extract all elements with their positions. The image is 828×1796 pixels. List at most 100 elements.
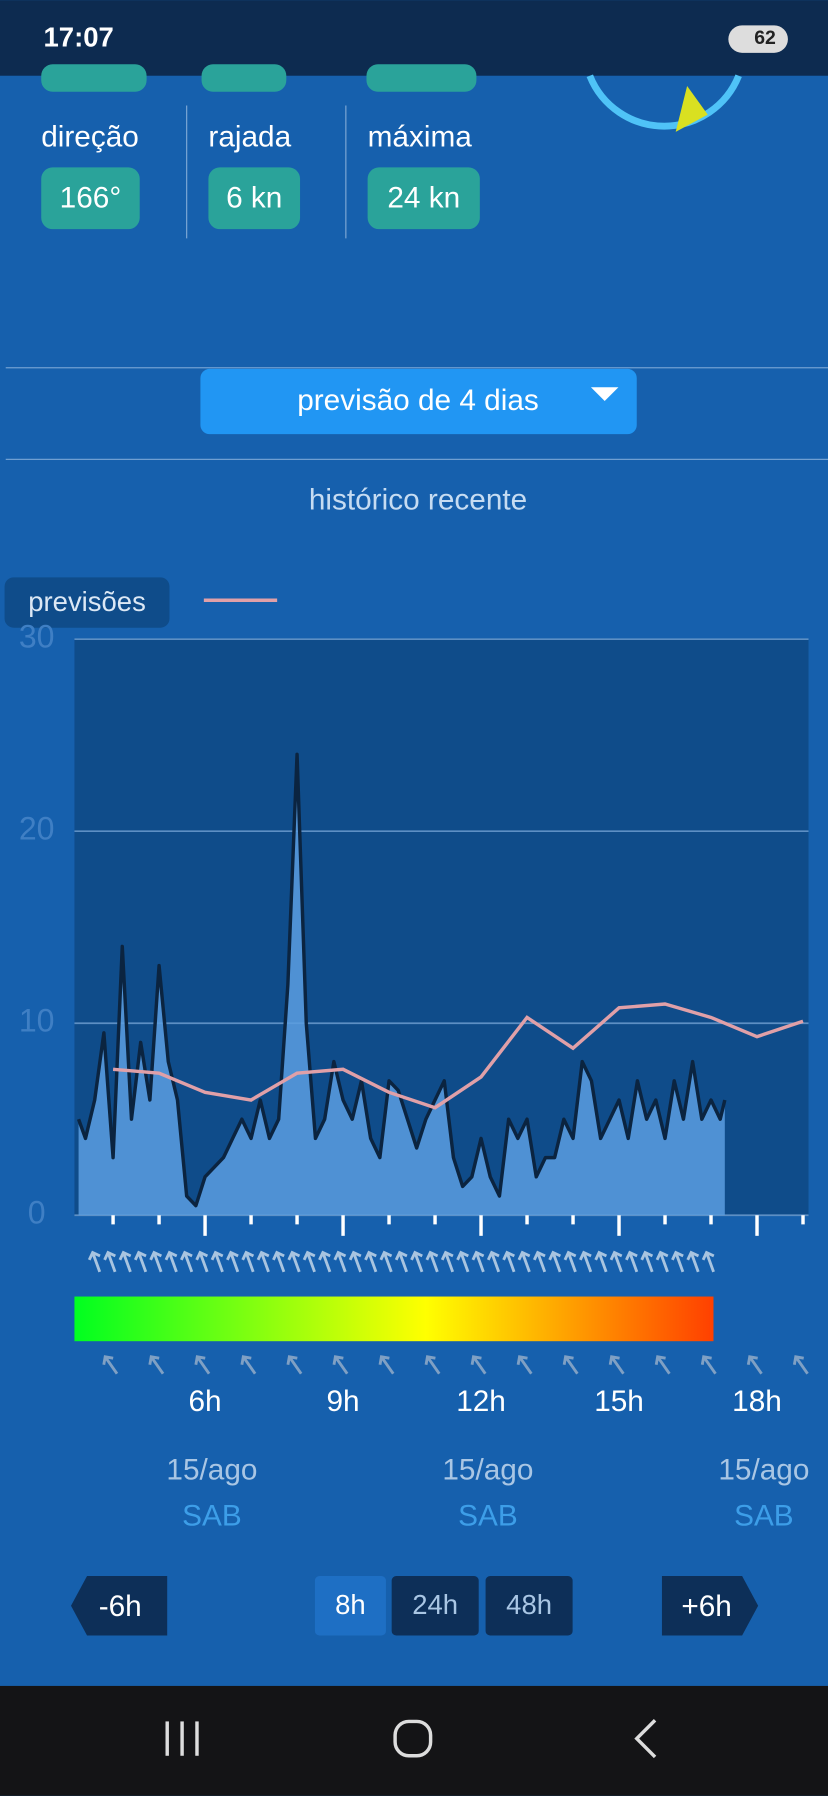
forward-label[interactable]: +6h [681, 1590, 732, 1623]
stats: direção 166° rajada 6 kn máxima 24 kn [41, 121, 480, 230]
direction-arrow [164, 1250, 178, 1273]
back-label[interactable]: -6h [99, 1590, 142, 1623]
direction-arrow [103, 1250, 117, 1273]
direction-arrow [532, 1250, 547, 1273]
direction-arrow [286, 1355, 303, 1375]
direction-arrow [378, 1355, 395, 1375]
status-bar [0, 0, 828, 76]
direction-arrow [471, 1250, 485, 1273]
forecast-line [112, 1002, 804, 1110]
y-tick-label: 0 [28, 1195, 46, 1231]
direction-arrow [240, 1355, 257, 1375]
direction-arrow [332, 1355, 349, 1375]
direction-arrow [102, 1355, 119, 1375]
x-tick-label: 15h [594, 1385, 644, 1418]
stat-chip [41, 167, 140, 230]
direction-arrow [394, 1250, 408, 1273]
x-tick-label: 9h [327, 1385, 360, 1418]
chip [201, 64, 287, 92]
chart: 0 10 20 30 6h 9h 12h 15h 18h [19, 619, 809, 1418]
observed-line [76, 752, 727, 1208]
date-label: 15/ago [442, 1454, 533, 1487]
x-tick-label: 18h [732, 1385, 782, 1418]
direction-arrow [333, 1250, 347, 1273]
direction-arrow [640, 1250, 654, 1273]
direction-arrow [456, 1250, 470, 1273]
stat-label: direção [41, 121, 139, 154]
direction-arrow [792, 1355, 809, 1375]
battery [728, 25, 788, 53]
range-button[interactable] [391, 1575, 479, 1636]
direction-arrow [609, 1250, 623, 1273]
chip [41, 64, 147, 92]
direction-arrow [241, 1250, 255, 1273]
speed-scale [74, 1296, 714, 1342]
stat-value: 24 kn [387, 181, 460, 214]
direction-arrow [348, 1250, 362, 1273]
y-tick-label: 30 [19, 619, 55, 655]
direction-arrow [608, 1355, 625, 1375]
direction-arrow [287, 1250, 301, 1273]
forward-button[interactable] [661, 1575, 759, 1636]
stat-chip [367, 167, 480, 230]
back-button[interactable] [71, 1575, 168, 1636]
direction-arrow [594, 1250, 608, 1273]
direction-arrow [424, 1355, 441, 1375]
observed-area [78, 754, 725, 1216]
direction-arrow [562, 1355, 579, 1375]
direction-arrow [87, 1250, 102, 1273]
direction-arrow [410, 1250, 424, 1273]
clock: 17:07 [44, 21, 114, 52]
legend-box[interactable] [4, 577, 170, 628]
direction-arrow [272, 1250, 286, 1273]
range-label[interactable]: 8h [335, 1589, 366, 1620]
date-label: 15/ago [718, 1454, 809, 1487]
y-tick-label: 10 [19, 1003, 55, 1039]
y-tick-label: 20 [19, 811, 55, 847]
section-title: histórico recente [309, 484, 527, 517]
day-label: SAB [734, 1499, 794, 1532]
direction-arrow [579, 1250, 593, 1273]
range-buttons: 8h 24h 48h [314, 1575, 573, 1636]
direction-arrow [502, 1250, 516, 1273]
direction-arrow [210, 1250, 224, 1273]
direction-arrow [671, 1250, 685, 1273]
x-tick-label: 12h [456, 1385, 506, 1418]
direction-arrow [318, 1250, 332, 1273]
direction-arrow [548, 1250, 562, 1273]
dropdown-label[interactable]: previsão de 4 dias [297, 384, 539, 417]
direction-arrow [686, 1250, 700, 1273]
x-tick-label: 6h [189, 1385, 222, 1418]
dropdown-caret[interactable] [590, 387, 619, 401]
direction-arrow [440, 1250, 455, 1273]
range-label[interactable]: 24h [412, 1589, 458, 1620]
dropdown[interactable] [200, 368, 637, 435]
stat-value: 6 kn [226, 181, 282, 214]
range-button[interactable] [485, 1575, 573, 1636]
direction-arrow [701, 1250, 715, 1273]
range-label[interactable]: 48h [506, 1589, 552, 1620]
direction-arrow [133, 1250, 148, 1273]
direction-arrow [195, 1250, 209, 1273]
range-button[interactable] [314, 1575, 386, 1636]
direction-arrow [226, 1250, 240, 1273]
direction-arrow [118, 1250, 132, 1273]
direction-arrow [563, 1250, 577, 1273]
legend-label[interactable]: previsões [28, 586, 146, 617]
direction-arrow [302, 1250, 316, 1273]
chip [366, 64, 477, 92]
direction-arrow [517, 1250, 531, 1273]
compass-needle [675, 86, 708, 132]
stat-label: máxima [368, 121, 473, 154]
day-label: SAB [458, 1499, 518, 1532]
direction-arrow [655, 1250, 669, 1273]
direction-arrow [379, 1250, 393, 1273]
stat-value: 166° [60, 181, 122, 214]
direction-arrow [180, 1250, 194, 1273]
direction-arrow [654, 1355, 671, 1375]
nav-icons [165, 1719, 657, 1759]
compass [586, 74, 742, 130]
date-label: 15/ago [166, 1454, 257, 1487]
direction-arrow [746, 1355, 763, 1375]
